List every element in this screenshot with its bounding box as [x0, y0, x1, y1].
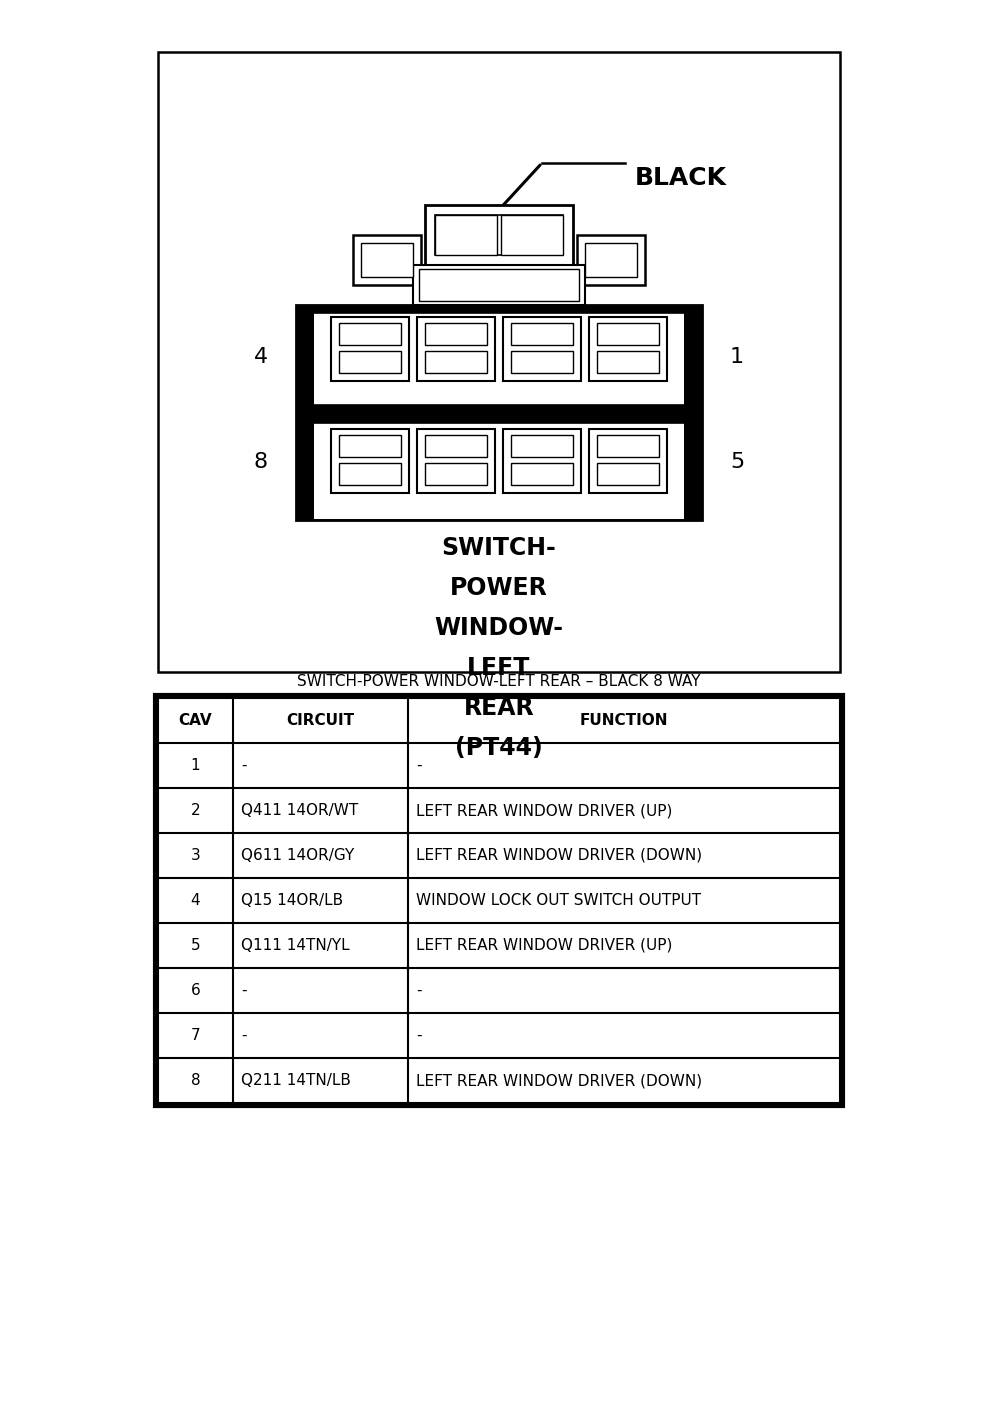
Bar	[511, 436, 573, 457]
Text: -: -	[241, 758, 246, 773]
Bar	[339, 351, 401, 373]
Bar	[339, 462, 401, 485]
Text: Q15 14OR/LB: Q15 14OR/LB	[241, 894, 343, 908]
Bar	[425, 351, 487, 373]
Bar	[417, 317, 495, 380]
Text: 7: 7	[191, 1028, 200, 1044]
Text: 6: 6	[191, 983, 200, 998]
Text: -: -	[241, 983, 246, 998]
Text: Q411 14OR/WT: Q411 14OR/WT	[241, 803, 358, 819]
Bar	[417, 428, 495, 493]
Bar	[155, 696, 843, 1106]
Text: POWER: POWER	[450, 575, 548, 600]
Bar	[339, 436, 401, 457]
Bar	[511, 322, 573, 345]
Bar	[331, 428, 409, 493]
Bar	[425, 322, 487, 345]
Text: -: -	[416, 758, 422, 773]
Bar	[413, 264, 585, 305]
Text: 1: 1	[730, 346, 744, 368]
Text: -: -	[241, 1028, 246, 1044]
Bar	[589, 317, 667, 380]
Text: CIRCUIT: CIRCUIT	[286, 713, 355, 728]
Text: LEFT REAR WINDOW DRIVER (DOWN): LEFT REAR WINDOW DRIVER (DOWN)	[416, 848, 702, 863]
Text: 8: 8	[191, 1073, 200, 1087]
Text: WINDOW-: WINDOW-	[434, 617, 564, 641]
Bar	[353, 235, 421, 286]
Bar	[314, 423, 684, 520]
Bar	[419, 269, 579, 301]
Text: (PT44): (PT44)	[455, 737, 543, 759]
Bar	[339, 322, 401, 345]
Bar	[503, 317, 581, 380]
Bar	[597, 351, 659, 373]
Bar	[296, 305, 702, 520]
Text: 1: 1	[191, 758, 200, 773]
Bar	[597, 436, 659, 457]
Bar	[597, 462, 659, 485]
Text: 3: 3	[191, 848, 200, 863]
Text: -: -	[416, 983, 422, 998]
Bar	[296, 305, 702, 520]
Bar	[435, 215, 497, 255]
Text: LEFT: LEFT	[467, 656, 531, 680]
Text: LEFT REAR WINDOW DRIVER (UP): LEFT REAR WINDOW DRIVER (UP)	[416, 803, 672, 819]
Text: WINDOW LOCK OUT SWITCH OUTPUT: WINDOW LOCK OUT SWITCH OUTPUT	[416, 894, 701, 908]
Bar	[331, 317, 409, 380]
Text: 2: 2	[191, 803, 200, 819]
Bar	[511, 351, 573, 373]
Text: Q111 14TN/YL: Q111 14TN/YL	[241, 937, 350, 953]
Bar	[425, 462, 487, 485]
Text: CAV: CAV	[179, 713, 212, 728]
Bar	[597, 322, 659, 345]
Bar	[503, 428, 581, 493]
Bar	[361, 243, 413, 277]
Text: FUNCTION: FUNCTION	[580, 713, 668, 728]
Bar	[577, 235, 645, 286]
Bar	[425, 205, 573, 264]
Bar	[511, 462, 573, 485]
Text: 8: 8	[254, 452, 268, 472]
Text: 4: 4	[254, 346, 268, 368]
Text: REAR: REAR	[464, 696, 534, 720]
Text: BLACK: BLACK	[635, 165, 727, 189]
Text: SWITCH-POWER WINDOW-LEFT REAR – BLACK 8 WAY: SWITCH-POWER WINDOW-LEFT REAR – BLACK 8 …	[297, 674, 701, 690]
Bar	[158, 52, 840, 672]
Text: SWITCH-: SWITCH-	[442, 536, 556, 560]
Bar	[425, 436, 487, 457]
Text: 5: 5	[191, 937, 200, 953]
Text: Q211 14TN/LB: Q211 14TN/LB	[241, 1073, 351, 1087]
Text: LEFT REAR WINDOW DRIVER (DOWN): LEFT REAR WINDOW DRIVER (DOWN)	[416, 1073, 702, 1087]
Bar	[435, 215, 563, 255]
Bar	[585, 243, 637, 277]
Text: 4: 4	[191, 894, 200, 908]
Bar	[501, 215, 563, 255]
Bar	[589, 428, 667, 493]
Bar	[314, 312, 684, 404]
Text: -: -	[416, 1028, 422, 1044]
Text: Q611 14OR/GY: Q611 14OR/GY	[241, 848, 354, 863]
Text: 5: 5	[730, 452, 744, 472]
Text: LEFT REAR WINDOW DRIVER (UP): LEFT REAR WINDOW DRIVER (UP)	[416, 937, 672, 953]
